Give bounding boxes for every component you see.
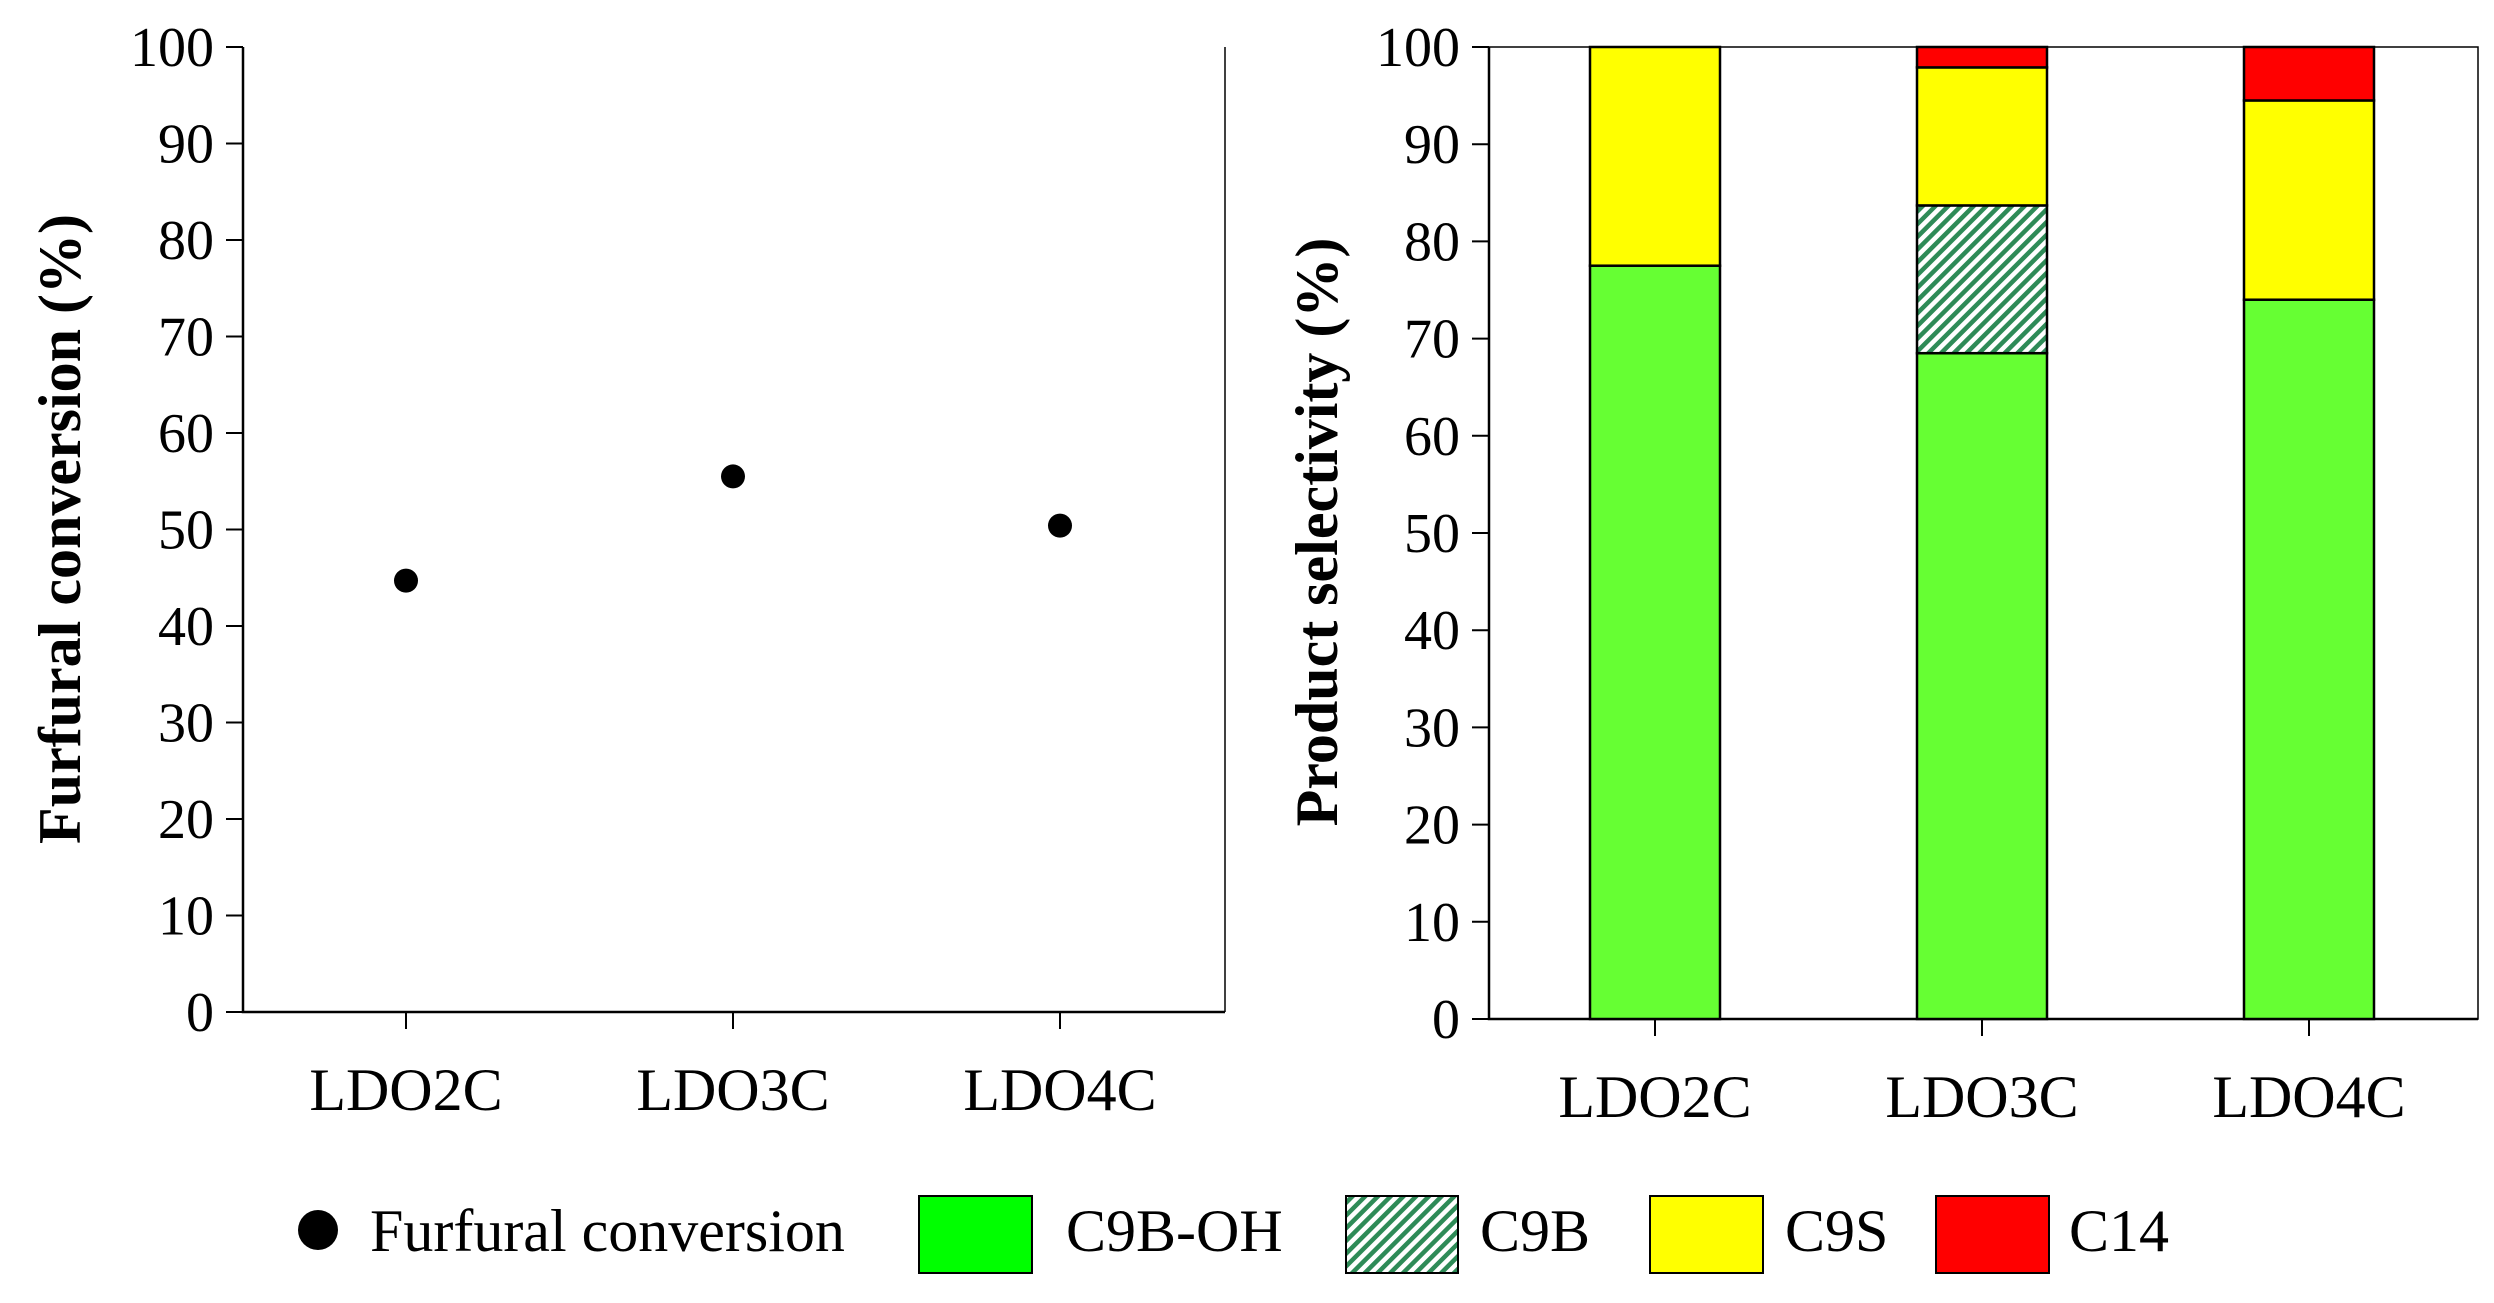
- selectivity-y-tick-label: 0: [1432, 989, 1460, 1051]
- legend-marker-furfural-conversion: [298, 1210, 338, 1250]
- conversion-y-ticks: 0 10 20 30 40 50 60 70 80 90 100: [130, 17, 243, 1044]
- conversion-y-tick-label: 70: [158, 307, 214, 369]
- legend: Furfural conversion C9B-OH C9B C9S C14: [298, 1195, 2169, 1274]
- conversion-x-tick-label-ldo3c: LDO3C: [636, 1057, 829, 1123]
- legend-label-furfural-conversion: Furfural conversion: [370, 1198, 845, 1264]
- bar-ldo3c-c14: [1915, 45, 2049, 69]
- bar-ldo3c-c9s: [1915, 66, 2049, 207]
- conversion-y-tick-label: 50: [158, 500, 214, 562]
- bar-ldo2c-c9s: [1588, 45, 1722, 267]
- selectivity-chart-panel: 0 10 20 30 40 50 60 70 80 90 100 LDO2C LDO3C LDO4C P…: [1284, 17, 2479, 1130]
- conversion-x-tick-label-ldo4c: LDO4C: [963, 1057, 1156, 1123]
- selectivity-x-ticks: LDO2C LDO3C LDO4C: [1558, 1019, 2406, 1130]
- selectivity-y-tick-label: 20: [1404, 795, 1460, 857]
- selectivity-x-tick-label-ldo3c: LDO3C: [1885, 1064, 2078, 1130]
- bar-ldo4c-c9s: [2242, 99, 2376, 301]
- conversion-y-tick-label: 100: [130, 17, 214, 79]
- conversion-y-tick-label: 30: [158, 693, 214, 755]
- point-ldo4c: [1048, 513, 1072, 538]
- conversion-x-ticks: LDO2C LDO3C LDO4C: [309, 1012, 1157, 1123]
- bar-ldo2c-c9b-oh: [1588, 264, 1722, 1021]
- legend-swatch-c9s: [1649, 1195, 1764, 1274]
- legend-label-c9b-oh: C9B-OH: [1066, 1198, 1283, 1264]
- conversion-y-tick-label: 10: [158, 886, 214, 948]
- bar-ldo3c-c9b: [1915, 204, 2049, 355]
- selectivity-y-tick-label: 90: [1404, 114, 1460, 176]
- conversion-y-axis-title: Furfural conversion (%): [27, 214, 93, 844]
- conversion-points: [394, 464, 1072, 593]
- legend-swatch-c9b-oh: [918, 1195, 1033, 1274]
- conversion-y-tick-label: 80: [158, 210, 214, 272]
- selectivity-y-tick-label: 80: [1404, 211, 1460, 273]
- conversion-x-tick-label-ldo2c: LDO2C: [309, 1057, 502, 1123]
- legend-label-c14: C14: [2069, 1198, 2169, 1264]
- selectivity-y-ticks: 0 10 20 30 40 50 60 70 80 90 100: [1376, 17, 1489, 1051]
- selectivity-y-axis-title: Product selectivity (%): [1284, 238, 1350, 827]
- conversion-y-tick-label: 60: [158, 403, 214, 465]
- legend-swatch-c14: [1935, 1195, 2050, 1274]
- bar-ldo4c-c9b-oh: [2242, 298, 2376, 1021]
- selectivity-y-tick-label: 50: [1404, 503, 1460, 565]
- selectivity-x-tick-label-ldo2c: LDO2C: [1558, 1064, 1751, 1130]
- selectivity-y-tick-label: 40: [1404, 600, 1460, 662]
- selectivity-x-tick-label-ldo4c: LDO4C: [2212, 1064, 2405, 1130]
- conversion-y-tick-label: 20: [158, 789, 214, 851]
- conversion-chart-panel: 0 10 20 30 40 50 60 70 80 90 100 LDO2C LDO3C LDO4C F…: [27, 17, 1226, 1123]
- conversion-y-tick-label: 90: [158, 114, 214, 176]
- selectivity-y-tick-label: 30: [1404, 697, 1460, 759]
- selectivity-y-tick-label: 60: [1404, 406, 1460, 468]
- selectivity-y-tick-label: 10: [1404, 892, 1460, 954]
- selectivity-y-tick-label: 100: [1376, 17, 1460, 79]
- legend-label-c9s: C9S: [1785, 1198, 1888, 1264]
- bar-ldo4c-c14: [2242, 45, 2376, 102]
- selectivity-bars: [1588, 45, 2376, 1021]
- conversion-y-tick-label: 0: [186, 982, 214, 1044]
- point-ldo3c: [721, 464, 745, 489]
- selectivity-y-tick-label: 70: [1404, 309, 1460, 371]
- legend-label-c9b: C9B: [1480, 1198, 1590, 1264]
- bar-ldo3c-c9b-oh: [1915, 351, 2049, 1021]
- conversion-y-tick-label: 40: [158, 596, 214, 658]
- point-ldo2c: [394, 568, 418, 593]
- legend-swatch-c9b: [1345, 1195, 1459, 1274]
- conversion-chart-axes: [241, 47, 1225, 1014]
